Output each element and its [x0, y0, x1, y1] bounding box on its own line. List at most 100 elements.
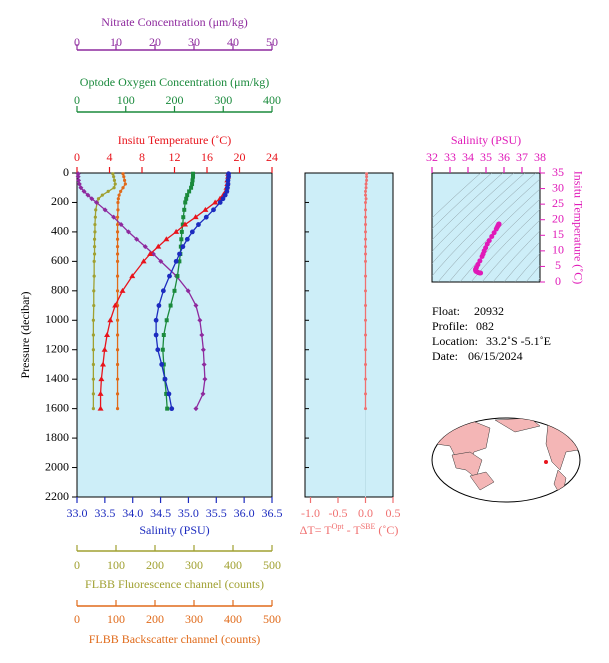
data-point: [92, 252, 97, 256]
data-point: [75, 174, 81, 180]
data-point: [173, 258, 179, 264]
y-tick-label: 10: [552, 243, 564, 257]
data-point: [185, 288, 191, 294]
info-value: 06/15/2024: [468, 349, 523, 363]
data-point: [184, 196, 189, 201]
x-tick-label: 300: [185, 612, 203, 626]
data-point: [364, 274, 367, 278]
data-point: [190, 178, 195, 183]
data-point: [212, 199, 219, 205]
data-point: [201, 361, 207, 367]
data-point: [91, 348, 95, 352]
contour: [432, 173, 482, 219]
data-point: [163, 236, 170, 242]
data-point: [184, 236, 190, 242]
x-tick-label: 50: [266, 35, 278, 49]
y-tick-label: 15: [552, 227, 564, 241]
data-point: [113, 182, 117, 186]
data-point: [97, 390, 104, 396]
data-point: [364, 208, 367, 212]
axis-title: FLBB Backscatter channel (counts): [89, 632, 261, 646]
x-tick-label: 200: [146, 558, 164, 572]
axis-title-part: - T: [344, 523, 362, 537]
y-tick-label: 0: [555, 274, 561, 288]
contour: [432, 173, 493, 230]
data-point: [115, 333, 120, 337]
x-tick-label: 12: [169, 150, 181, 164]
ts-point: [491, 230, 497, 236]
data-point: [92, 303, 96, 308]
data-point: [155, 347, 161, 353]
data-point: [76, 181, 82, 187]
contour: [492, 230, 540, 282]
data-point: [112, 178, 117, 182]
data-point: [190, 182, 195, 187]
info-value: 33.2˚S -5.1˚E: [486, 334, 551, 348]
data-point: [115, 348, 120, 352]
info-label: Float:: [432, 304, 460, 318]
y-axis-title: Pressure (decibar): [18, 292, 32, 379]
data-point: [153, 317, 159, 323]
data-point: [364, 333, 367, 337]
info-label: Location:: [432, 334, 478, 348]
data-point: [164, 318, 169, 323]
data-point: [91, 362, 95, 367]
data-point: [81, 188, 87, 194]
x-tick-label: -1.0: [301, 506, 320, 520]
data-point: [225, 181, 231, 187]
x-tick-label: 0: [74, 612, 80, 626]
data-point: [199, 332, 205, 338]
x-tick-label: 400: [224, 612, 242, 626]
data-point: [156, 303, 162, 308]
data-point: [93, 230, 97, 234]
data-point: [121, 172, 125, 176]
contour: [525, 265, 540, 282]
data-point: [364, 237, 367, 241]
data-point: [226, 174, 231, 180]
data-point: [211, 207, 216, 213]
data-point: [364, 392, 367, 396]
data-point: [364, 215, 367, 219]
data-point: [167, 273, 172, 279]
axis-title: Salinity (PSU): [451, 133, 521, 147]
x-tick-label: 10: [110, 35, 122, 49]
data-point: [365, 172, 369, 176]
data-point: [192, 214, 199, 220]
data-point: [196, 222, 201, 227]
x-tick-label: 40: [227, 35, 239, 49]
x-tick-label: 16: [201, 150, 213, 164]
contour: [470, 208, 540, 282]
x-tick-label: 30: [188, 35, 200, 49]
data-point: [165, 406, 170, 411]
axis-title: FLBB Fluorescence channel (counts): [85, 577, 264, 591]
data-point: [122, 175, 126, 179]
data-point: [182, 207, 187, 212]
data-point: [119, 189, 123, 194]
data-point: [185, 193, 190, 198]
data-point: [112, 302, 119, 308]
y-tick-label: 5: [555, 258, 561, 272]
contour: [432, 173, 504, 241]
data-point: [96, 197, 101, 201]
y-axis-title: Insitu Temperature (˚C): [571, 171, 585, 285]
data-point: [162, 376, 168, 382]
data-point: [115, 377, 120, 381]
x-tick-label: 35.5: [206, 506, 227, 520]
x-tick-label: 400: [263, 93, 281, 107]
x-tick-label: 34.5: [150, 506, 171, 520]
data-point: [115, 222, 120, 227]
data-point: [179, 237, 184, 242]
ts-point: [477, 258, 483, 264]
data-point: [364, 189, 367, 193]
x-tick-label: 20: [149, 35, 161, 49]
data-point: [177, 251, 182, 257]
y-tick-label: 0: [63, 165, 69, 179]
data-point: [191, 171, 196, 176]
x-tick-label: 37: [516, 150, 528, 164]
data-point: [140, 258, 147, 264]
x-tick-label: 24: [266, 150, 278, 164]
axis-title-part: ΔT= T: [300, 523, 333, 537]
data-point: [220, 196, 226, 202]
x-tick-label: 34.0: [122, 506, 143, 520]
y-tick-label: 800: [51, 283, 69, 297]
